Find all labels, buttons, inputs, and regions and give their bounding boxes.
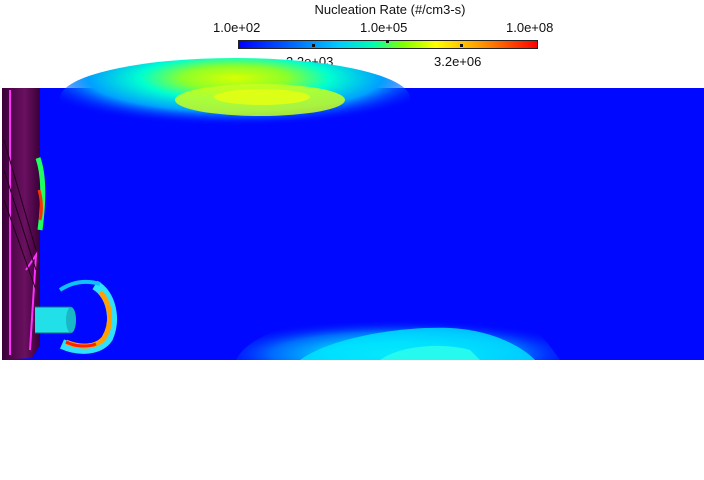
legend-tick-max: 1.0e+08 — [506, 20, 554, 35]
color-legend: Nucleation Rate (#/cm3-s) 1.0e+02 1.0e+0… — [200, 0, 580, 80]
legend-tick-min: 1.0e+02 — [213, 20, 261, 35]
nozzle-plume — [65, 340, 97, 348]
nozzle-plume — [58, 280, 101, 292]
nozzle-outline — [35, 306, 71, 334]
wall-hotspot — [37, 189, 43, 221]
contour-bottom-hot — [380, 345, 480, 360]
legend-tick-mid: 1.0e+05 — [360, 20, 408, 35]
contour-bottom-core — [300, 327, 535, 360]
wall-hotspot — [35, 157, 46, 231]
geometry-hatch — [3, 139, 37, 291]
colorbar-tick — [460, 44, 463, 47]
colorbar-tick — [386, 40, 389, 43]
geometry-edge — [25, 251, 38, 351]
contour-top-hot — [214, 89, 310, 105]
nozzle-tip — [66, 307, 76, 333]
colorbar-tick — [312, 44, 315, 47]
nozzle — [35, 307, 71, 333]
legend-title: Nucleation Rate (#/cm3-s) — [314, 2, 466, 17]
legend-tick-upper: 3.2e+06 — [434, 54, 482, 69]
